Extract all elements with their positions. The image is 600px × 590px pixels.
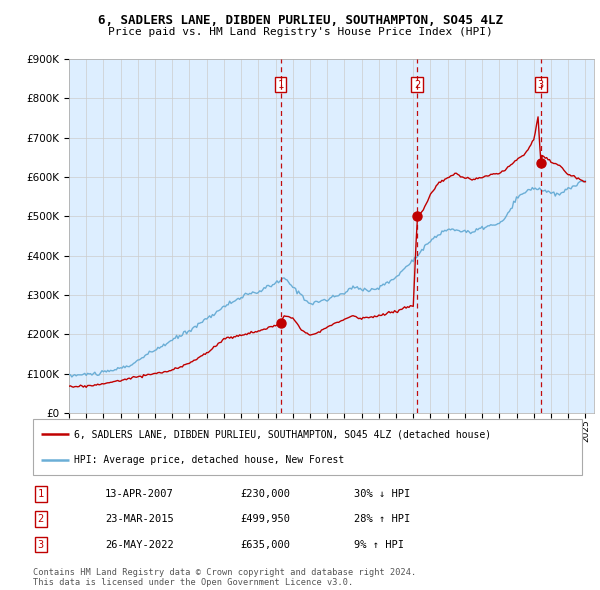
Text: Price paid vs. HM Land Registry's House Price Index (HPI): Price paid vs. HM Land Registry's House … xyxy=(107,28,493,37)
Text: 23-MAR-2015: 23-MAR-2015 xyxy=(105,514,174,524)
Text: £499,950: £499,950 xyxy=(240,514,290,524)
Text: 6, SADLERS LANE, DIBDEN PURLIEU, SOUTHAMPTON, SO45 4LZ: 6, SADLERS LANE, DIBDEN PURLIEU, SOUTHAM… xyxy=(97,14,503,27)
Text: 26-MAY-2022: 26-MAY-2022 xyxy=(105,540,174,549)
Text: 13-APR-2007: 13-APR-2007 xyxy=(105,489,174,499)
Text: 1: 1 xyxy=(38,489,44,499)
Text: £230,000: £230,000 xyxy=(240,489,290,499)
Text: 1: 1 xyxy=(277,80,284,90)
Text: 28% ↑ HPI: 28% ↑ HPI xyxy=(354,514,410,524)
Text: 2: 2 xyxy=(38,514,44,524)
Text: HPI: Average price, detached house, New Forest: HPI: Average price, detached house, New … xyxy=(74,455,344,465)
Text: 2: 2 xyxy=(414,80,421,90)
Text: 6, SADLERS LANE, DIBDEN PURLIEU, SOUTHAMPTON, SO45 4LZ (detached house): 6, SADLERS LANE, DIBDEN PURLIEU, SOUTHAM… xyxy=(74,429,491,439)
Text: 3: 3 xyxy=(538,80,544,90)
FancyBboxPatch shape xyxy=(33,419,582,475)
Text: 3: 3 xyxy=(38,540,44,549)
Text: 30% ↓ HPI: 30% ↓ HPI xyxy=(354,489,410,499)
Text: Contains HM Land Registry data © Crown copyright and database right 2024.
This d: Contains HM Land Registry data © Crown c… xyxy=(33,568,416,587)
Text: 9% ↑ HPI: 9% ↑ HPI xyxy=(354,540,404,549)
Text: £635,000: £635,000 xyxy=(240,540,290,549)
